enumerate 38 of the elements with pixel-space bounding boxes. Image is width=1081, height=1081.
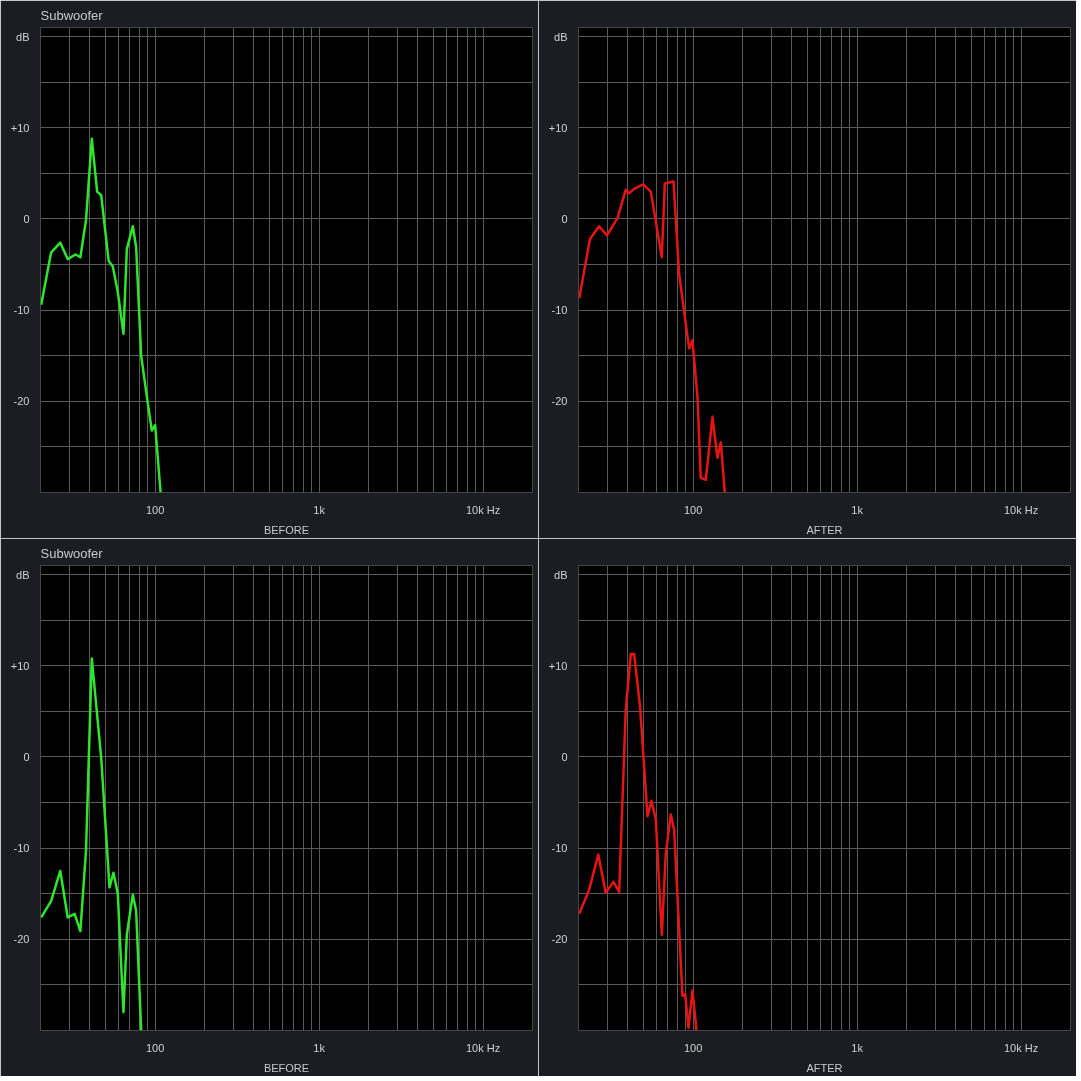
y-tick-label: -10 <box>551 842 568 855</box>
x-tick-label: 10k Hz <box>466 1041 501 1054</box>
x-tick-label: 100 <box>683 503 703 516</box>
x-tick-label: 1k <box>851 1041 864 1054</box>
y-tick-label: -10 <box>13 304 30 317</box>
y-tick-label: -20 <box>551 395 568 408</box>
x-tick-label: 100 <box>145 1041 165 1054</box>
x-axis-title: BEFORE <box>263 1061 310 1074</box>
y-tick-label: dB <box>554 30 568 43</box>
y-tick-label: 0 <box>561 212 568 225</box>
x-tick-label: 1k <box>851 503 864 516</box>
chart-title: Subwoofer <box>40 7 104 23</box>
x-tick-label: 1k <box>313 1041 326 1054</box>
y-tick-label: +10 <box>10 121 30 134</box>
x-axis-title: AFTER <box>806 523 843 536</box>
y-tick-label: 0 <box>561 750 568 763</box>
x-tick-label: 10k Hz <box>466 503 501 516</box>
x-axis-title: AFTER <box>806 1061 843 1074</box>
y-tick-label: -10 <box>551 304 568 317</box>
y-tick-label: dB <box>16 30 30 43</box>
y-tick-label: 0 <box>23 750 30 763</box>
chart-title: Subwoofer <box>40 545 104 561</box>
y-tick-label: -20 <box>13 395 30 408</box>
x-tick-label: 10k Hz <box>1004 503 1039 516</box>
x-axis-title: BEFORE <box>263 523 310 536</box>
y-tick-label: -20 <box>13 933 30 946</box>
x-tick-label: 1k <box>313 503 326 516</box>
y-tick-label: -20 <box>551 933 568 946</box>
x-tick-label: 100 <box>683 1041 703 1054</box>
y-tick-label: -10 <box>13 842 30 855</box>
y-tick-label: +10 <box>10 659 30 672</box>
y-tick-label: dB <box>16 568 30 581</box>
y-tick-label: dB <box>554 568 568 581</box>
y-tick-label: +10 <box>548 121 568 134</box>
y-tick-label: 0 <box>23 212 30 225</box>
x-tick-label: 10k Hz <box>1004 1041 1039 1054</box>
x-tick-label: 100 <box>145 503 165 516</box>
y-tick-label: +10 <box>548 659 568 672</box>
